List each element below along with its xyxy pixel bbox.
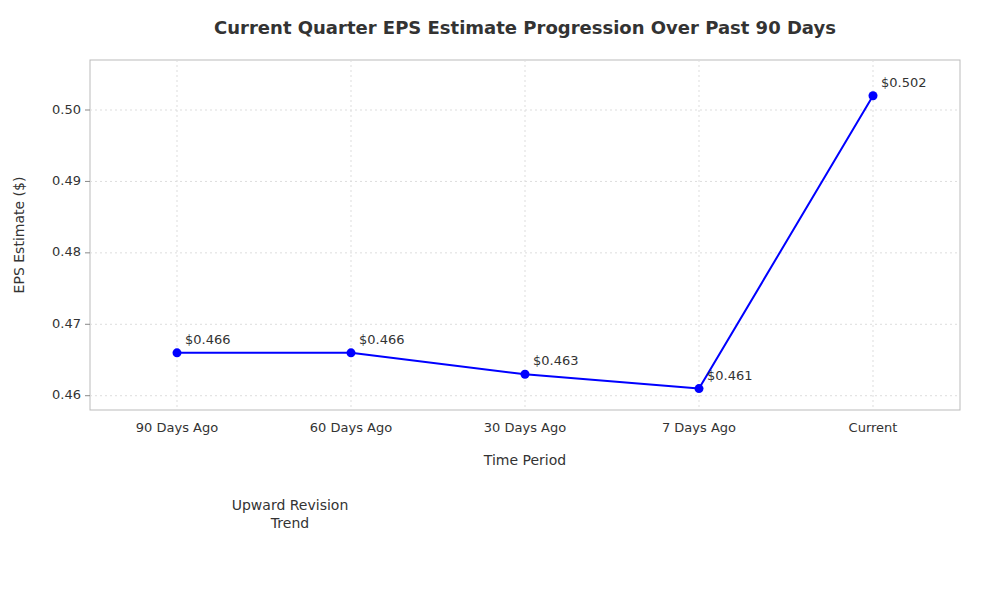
tick-mark xyxy=(85,110,90,111)
tick-label: 0.47 xyxy=(52,316,81,331)
tick-label: 0.46 xyxy=(52,387,81,402)
marker xyxy=(695,384,704,393)
chart: 0.46 0.47 0.48 0.49 0.50 90 Days Ago 60 Days A… xyxy=(0,0,1000,600)
grid-line xyxy=(525,60,526,410)
annotation: Upward RevisionTrend xyxy=(232,497,349,531)
plot-frame xyxy=(90,60,960,410)
tick-label: 7 Days Ago xyxy=(662,420,736,435)
tick-label: 30 Days Ago xyxy=(484,420,566,435)
data-label: $0.461 xyxy=(707,368,753,383)
grid-line xyxy=(351,60,352,410)
title: Current Quarter EPS Estimate Progression… xyxy=(214,17,836,38)
data-labels: $0.466 $0.466 $0.463 $0.461 $0.502 xyxy=(185,75,927,383)
x-axis-label: Time Period xyxy=(483,452,566,468)
marker xyxy=(173,348,182,357)
grid-line xyxy=(90,324,960,325)
grid-line xyxy=(699,60,700,410)
grid xyxy=(90,60,960,410)
data-label: $0.463 xyxy=(533,353,579,368)
tick-label: 90 Days Ago xyxy=(136,420,218,435)
tick-label: 0.48 xyxy=(52,244,81,259)
marker xyxy=(347,348,356,357)
grid-line xyxy=(90,252,960,253)
marker xyxy=(521,370,530,379)
y-axis-label: EPS Estimate ($) xyxy=(11,177,27,294)
data-label: $0.466 xyxy=(185,332,231,347)
marker xyxy=(869,91,878,100)
tick-label: 0.49 xyxy=(52,173,81,188)
tick-label: 60 Days Ago xyxy=(310,420,392,435)
grid-line xyxy=(873,60,874,410)
tick-mark xyxy=(85,395,90,396)
series xyxy=(173,91,878,393)
grid-line xyxy=(177,60,178,410)
tick-mark xyxy=(85,181,90,182)
tick-mark xyxy=(85,324,90,325)
line xyxy=(177,96,873,389)
tick-label: 0.50 xyxy=(52,102,81,117)
tick-label: Current xyxy=(849,420,898,435)
data-label: $0.502 xyxy=(881,75,927,90)
tick-mark xyxy=(85,252,90,253)
data-label: $0.466 xyxy=(359,332,405,347)
